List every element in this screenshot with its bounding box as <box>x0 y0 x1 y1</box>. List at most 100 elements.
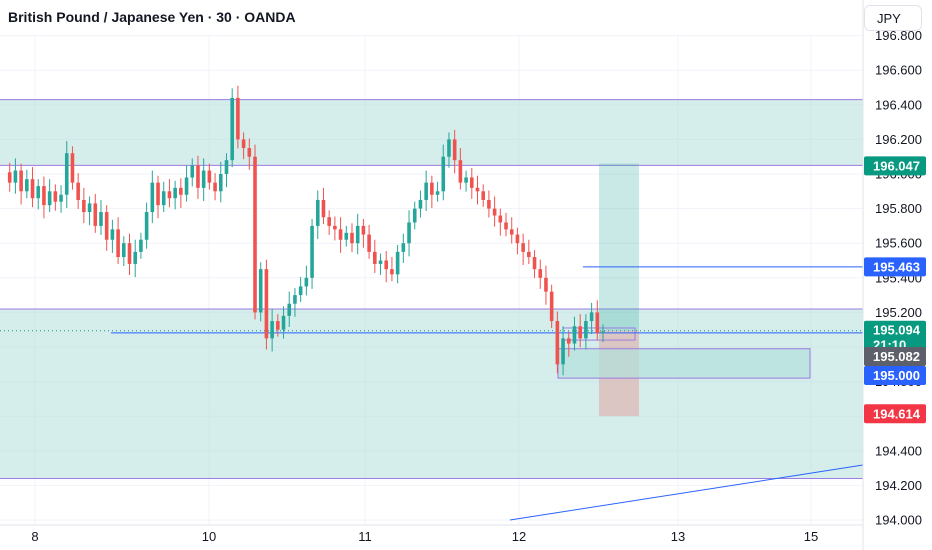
candle-body <box>441 156 446 192</box>
candle-body <box>452 139 457 161</box>
price-badge <box>864 404 926 424</box>
candle-body <box>521 243 525 252</box>
candle-body <box>241 139 246 149</box>
candle-body <box>315 199 320 226</box>
candle-body <box>179 187 183 195</box>
candle-body <box>304 277 309 287</box>
candle-body <box>447 139 451 157</box>
candle-body <box>418 199 423 209</box>
candle-body <box>230 97 234 161</box>
candle-body <box>173 187 177 199</box>
candle-body <box>412 208 417 223</box>
price-badge-value: 195.082 <box>873 349 920 364</box>
candle-body <box>572 326 577 344</box>
candle-body <box>150 182 155 213</box>
candle-body <box>161 191 166 206</box>
candle-body <box>76 182 80 200</box>
candle-body <box>424 182 428 200</box>
y-tick-label: 194.000 <box>875 513 922 528</box>
chart-title: British Pound / Japanese Yen · 30 · OAND… <box>8 9 296 25</box>
candle-body <box>390 269 394 275</box>
price-badge-value: 195.000 <box>873 368 920 383</box>
candle-body <box>327 217 331 226</box>
trend-line <box>509 464 864 521</box>
candle-body <box>59 194 63 202</box>
zone-rect <box>0 99 863 166</box>
price-badge <box>864 366 926 385</box>
candle-body <box>361 225 366 235</box>
x-tick-label: 15 <box>804 529 818 544</box>
candle-body <box>549 291 554 322</box>
price-badge-value: 195.463 <box>873 259 920 274</box>
candle-body <box>458 160 463 183</box>
price-badge-value: 194.614 <box>873 406 921 421</box>
candle-body <box>64 153 69 195</box>
demand-box <box>557 348 811 379</box>
price-badge-value: 195.094 <box>873 323 921 338</box>
candle-body <box>25 179 29 192</box>
candle-body <box>378 260 383 264</box>
candle-body <box>122 243 126 258</box>
y-tick-label: 195.800 <box>875 201 922 216</box>
candle-body <box>310 225 314 278</box>
y-tick-label: 194.400 <box>875 443 922 458</box>
candle-body <box>144 212 149 240</box>
candle-body <box>53 191 58 202</box>
x-tick-label: 11 <box>358 529 372 544</box>
price-badge <box>864 156 926 176</box>
candle-body <box>196 165 200 188</box>
price-badge <box>864 320 926 355</box>
candle-body <box>167 191 172 199</box>
candle-body <box>401 243 406 252</box>
candle-body <box>7 172 12 183</box>
candle-body <box>544 277 548 292</box>
candle-body <box>133 251 138 264</box>
candle-body <box>110 229 115 240</box>
x-tick-label: 8 <box>31 529 38 544</box>
candle-body <box>504 222 508 230</box>
candle-body <box>139 239 143 252</box>
candle-body <box>555 321 560 365</box>
candle-body <box>515 234 520 244</box>
candle-body <box>99 212 103 226</box>
candle-body <box>492 208 497 216</box>
y-tick-label: 196.600 <box>875 63 922 78</box>
candle-body <box>264 269 269 339</box>
candle-body <box>333 225 337 230</box>
candle-body <box>350 232 354 244</box>
candle-body <box>70 153 75 183</box>
candle-body <box>464 177 468 183</box>
candle-body <box>30 179 35 199</box>
candle-body <box>253 156 257 313</box>
y-tick-label: 195.600 <box>875 236 922 251</box>
x-tick-label: 10 <box>202 529 216 544</box>
candle-body <box>475 187 480 192</box>
candle-body <box>527 251 531 258</box>
candle-body <box>469 177 474 188</box>
price-badge-value: 196.047 <box>873 158 920 173</box>
candle-body <box>538 269 543 278</box>
candle-body <box>407 222 411 244</box>
candle-body <box>509 229 514 235</box>
candle-body <box>42 186 46 206</box>
candle-body <box>430 182 434 195</box>
candle-body <box>338 229 343 240</box>
candle-body <box>13 170 18 183</box>
candle-body <box>287 303 292 316</box>
candle-body <box>566 338 571 344</box>
candle-body <box>584 321 588 339</box>
y-tick-label: 194.200 <box>875 478 922 493</box>
y-tick-label: 195.200 <box>875 305 922 320</box>
candle-body <box>156 182 160 206</box>
candle-body <box>82 199 86 213</box>
candle-body <box>395 251 400 275</box>
candle-body <box>384 260 389 270</box>
candle-body <box>207 170 212 183</box>
candle-body <box>190 165 195 178</box>
candle-body <box>36 186 41 199</box>
currency-button[interactable]: JPY <box>864 5 922 31</box>
candle-body <box>487 199 491 209</box>
candle-body <box>561 338 565 365</box>
